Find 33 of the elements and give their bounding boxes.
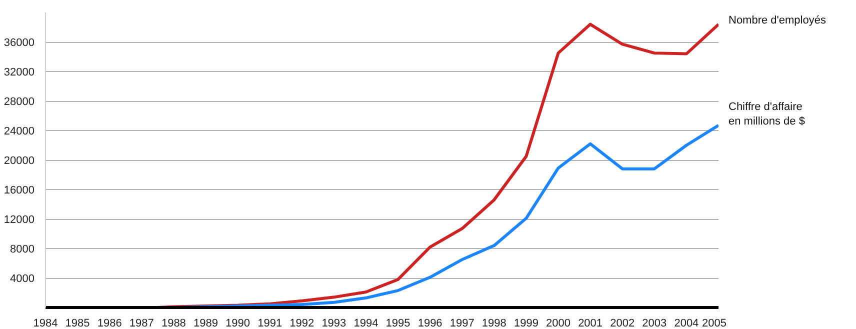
x-tick-label: 1990 xyxy=(226,318,250,329)
x-tick-label: 2005 xyxy=(702,318,727,329)
x-tick-label: 1993 xyxy=(322,318,346,329)
y-tick-label: 8000 xyxy=(10,244,35,256)
x-tick-label: 1985 xyxy=(65,318,90,329)
x-tick-label: 1987 xyxy=(129,318,154,329)
x-tick-label: 2004 xyxy=(674,318,699,329)
x-tick-label: 1991 xyxy=(258,318,282,329)
y-tick-label: 4000 xyxy=(10,273,35,285)
x-tick-label: 2001 xyxy=(578,318,603,329)
x-tick-label: 1986 xyxy=(97,318,122,329)
x-tick-label: 2002 xyxy=(610,318,635,329)
series-label: Chiffre d'affaire en millions de $ xyxy=(728,100,805,128)
y-tick-label: 16000 xyxy=(4,184,35,196)
y-tick-label: 28000 xyxy=(4,96,35,108)
x-tick-label: 2003 xyxy=(642,318,667,329)
y-tick-label: 20000 xyxy=(4,155,35,167)
x-tick-label: 1994 xyxy=(354,318,378,329)
x-tick-label: 1988 xyxy=(161,318,186,329)
x-tick-label: 1989 xyxy=(194,318,218,329)
x-tick-label: 1992 xyxy=(290,318,314,329)
y-tick-label: 12000 xyxy=(4,214,35,226)
x-tick-label: 1984 xyxy=(33,318,58,329)
x-tick-label: 1996 xyxy=(418,318,442,329)
x-tick-label: 1995 xyxy=(386,318,410,329)
x-tick-label: 1998 xyxy=(482,318,506,329)
x-tick-label: 1997 xyxy=(450,318,474,329)
y-tick-label: 24000 xyxy=(4,126,35,138)
y-tick-label: 36000 xyxy=(4,37,35,49)
y-tick-label: 32000 xyxy=(4,66,35,78)
series-label: Nombre d'employés xyxy=(728,14,826,26)
x-tick-label: 2000 xyxy=(546,318,571,329)
x-tick-label: 1999 xyxy=(514,318,538,329)
